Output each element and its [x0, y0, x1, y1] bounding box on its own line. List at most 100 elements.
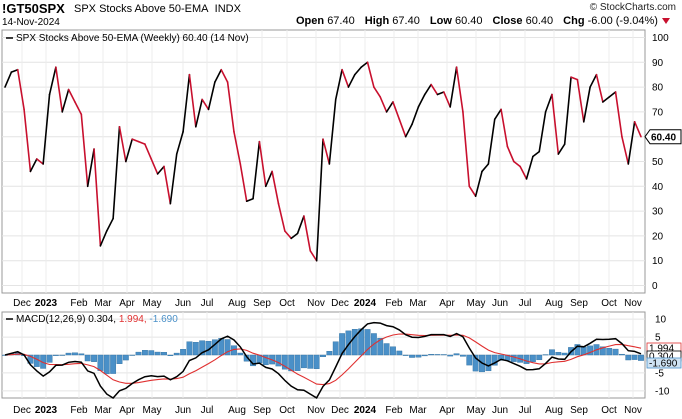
histogram-bar [148, 350, 155, 356]
main-y-tick-label: 10 [652, 256, 664, 267]
series-segment [239, 163, 248, 202]
histogram-bar [142, 350, 148, 356]
symbol: !GT50SPX [2, 1, 65, 16]
histogram-bar [345, 330, 352, 356]
histogram-bar [638, 354, 644, 361]
series-segment [423, 83, 432, 96]
histogram-bar [135, 351, 142, 356]
macd-y-tick-label: 10 [655, 315, 667, 326]
macd-y-tick-label: 5 [655, 333, 661, 344]
series-segment [334, 68, 343, 101]
histogram-bar [186, 341, 193, 356]
series-segment [570, 76, 579, 81]
histogram-bar [243, 354, 250, 362]
histogram-bar [52, 354, 59, 356]
macd-x-tick-label: Mar [409, 405, 427, 416]
histogram-bar [65, 352, 72, 356]
histogram-bar [549, 349, 555, 356]
series-segment [582, 86, 591, 123]
series-segment [563, 76, 572, 145]
low-value: 60.40 [454, 15, 483, 27]
series-segment [512, 160, 521, 168]
histogram-bar [275, 354, 282, 367]
series-segment [621, 135, 630, 165]
histogram-bar [224, 339, 231, 356]
series-segment [392, 101, 401, 121]
main-x-tick-label: Aug [228, 298, 246, 309]
histogram-bar [262, 354, 269, 366]
series-segment [493, 108, 502, 121]
exchange: INDX [214, 3, 241, 15]
series-segment [525, 155, 534, 180]
histogram-bar [27, 354, 34, 364]
series-segment [538, 111, 547, 153]
series-segment [328, 98, 337, 165]
main-x-tick-label: Jul [519, 298, 532, 309]
series-segment [105, 217, 114, 232]
series-segment [519, 165, 528, 180]
series-segment [207, 81, 216, 111]
series-segment [602, 96, 611, 103]
macd-x-tick-label: Dec [13, 405, 31, 416]
series-segment [309, 250, 318, 262]
histogram-bar [167, 354, 174, 356]
series-segment [131, 138, 140, 143]
histogram-bar [91, 354, 97, 362]
histogram-bar [396, 350, 403, 356]
series-segment [366, 61, 375, 88]
main-x-tick-label: 2024 [354, 298, 377, 309]
series-segment [188, 73, 197, 128]
down-arrow-icon [661, 18, 670, 25]
series-segment [557, 143, 566, 155]
series-segment [93, 148, 102, 247]
histogram-value-tag [646, 357, 682, 369]
histogram-bar [415, 354, 422, 358]
series-segment [443, 91, 452, 108]
series-segment [74, 101, 83, 116]
main-legend-text: SPX Stocks Above 50-EMA (Weekly) 60.40 (… [16, 33, 249, 44]
series-segment [544, 93, 553, 113]
series-segment [29, 158, 38, 173]
macd-x-tick-label: Oct [279, 405, 295, 416]
main-y-tick-label: 50 [652, 157, 664, 168]
series-segment [449, 66, 458, 108]
quote-date: 14-Nov-2024 [2, 17, 60, 28]
histogram-bar [460, 354, 466, 357]
series-segment [277, 202, 286, 232]
brand-link[interactable]: © StockCharts.com [589, 2, 676, 13]
histogram-bar [199, 340, 206, 356]
open-label: Open [296, 15, 325, 27]
series-segment [462, 111, 471, 188]
series-segment [99, 230, 108, 247]
series-segment [252, 140, 261, 200]
main-x-tick-label: Dec [13, 298, 31, 309]
histogram-bar [536, 354, 543, 361]
macd-legend-text: MACD(12,26,9) 0.304, 1.994, -1.690 [16, 314, 178, 325]
series-segment [398, 118, 407, 138]
main-y-tick-label: 90 [652, 58, 664, 69]
series-segment [137, 140, 146, 145]
histogram-bar [606, 348, 613, 356]
histogram-bar [351, 329, 358, 356]
series-segment [144, 143, 153, 160]
main-x-tick-label: Feb [70, 298, 88, 309]
histogram-bar [173, 352, 180, 356]
histogram-bar [103, 354, 110, 375]
macd-x-tick-label: Aug [228, 405, 246, 416]
series-segment [112, 125, 121, 220]
series-segment [347, 73, 356, 88]
macd-y-tick-label: -5 [655, 368, 664, 379]
series-segment [373, 86, 382, 98]
histogram-bar [281, 354, 288, 370]
macd-x-tick-label: Apr [119, 405, 135, 416]
main-y-tick-label: 70 [652, 107, 664, 118]
histogram-bar [447, 354, 454, 357]
series-segment [627, 121, 636, 165]
macd-panel: -10-50510Dec2023FebMarAprMayJunJulAugSep… [1, 311, 682, 416]
histogram-bar [180, 349, 186, 356]
last-value-label: 60.40 [651, 133, 676, 144]
histogram-bar [129, 354, 136, 356]
histogram-bar [377, 337, 384, 356]
main-x-tick-label: Nov [307, 298, 325, 309]
